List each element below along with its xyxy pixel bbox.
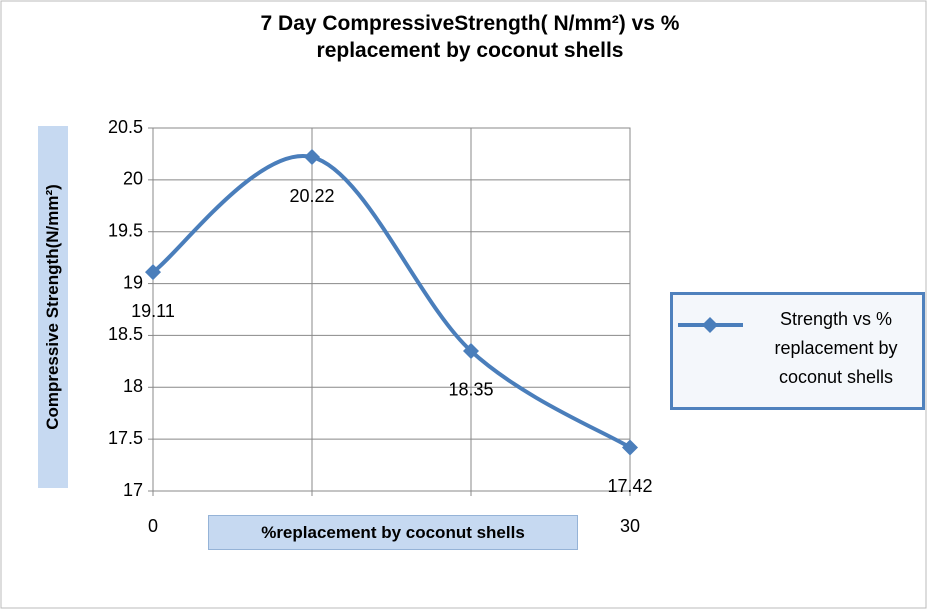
- data-label: 20.22: [289, 186, 334, 206]
- x-tick-label: 30: [620, 516, 640, 536]
- y-tick-label: 18: [123, 376, 143, 396]
- y-axis-box: Compressive Strength(N/mm²): [38, 126, 68, 488]
- x-tick-label: 0: [148, 516, 158, 536]
- legend-label: Strength vs % replacement by coconut she…: [774, 309, 898, 387]
- legend-marker: [702, 317, 718, 333]
- point: [145, 264, 161, 281]
- point: [463, 342, 479, 359]
- chart-title: 7 Day CompressiveStrength( N/mm²) vs % r…: [260, 12, 680, 62]
- y-tick-label: 19: [123, 272, 143, 292]
- y-tick-label: 17.5: [108, 428, 143, 448]
- x-axis-label: %replacement by coconut shells: [208, 515, 578, 550]
- point: [304, 149, 320, 166]
- y-tick-label: 18.5: [108, 324, 143, 344]
- series-line: [151, 153, 632, 450]
- y-tick-label: 20: [123, 169, 143, 189]
- point: [622, 439, 638, 456]
- y-axis-label: Compressive Strength(N/mm²): [43, 184, 62, 430]
- data-label: 17.42: [607, 476, 652, 496]
- plot-frame: [152, 127, 631, 492]
- y-tick-label: 17: [123, 480, 143, 500]
- data-label: 18.35: [448, 380, 493, 400]
- legend: Strength vs % replacement by coconut she…: [670, 292, 925, 410]
- legend-key: [678, 317, 743, 333]
- y-tick-label: 20.5: [108, 117, 143, 137]
- y-tick-label: 19.5: [108, 220, 143, 240]
- data-label: 19.11: [131, 301, 175, 321]
